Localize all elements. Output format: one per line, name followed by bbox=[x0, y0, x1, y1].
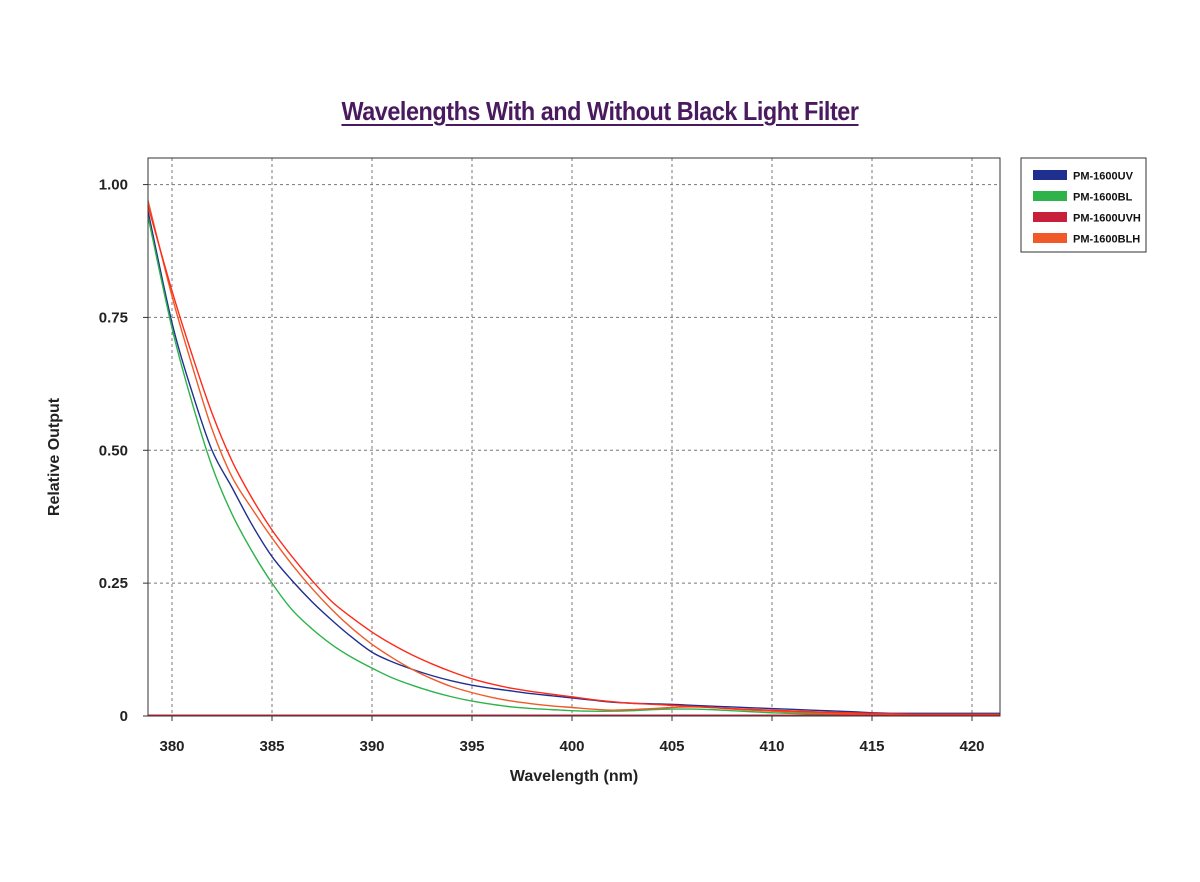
series-line-pm-1600bl bbox=[147, 216, 1000, 716]
series-line-pm-1600blh bbox=[147, 200, 1000, 716]
x-tick-label: 400 bbox=[559, 738, 584, 755]
legend-swatch bbox=[1033, 191, 1067, 201]
x-tick-labels: 380 385 390 395 400 405 410 415 420 bbox=[159, 738, 984, 755]
y-tick-label: 0.50 bbox=[99, 442, 128, 459]
x-tick-label: 380 bbox=[159, 738, 184, 755]
y-tick-label: 1.00 bbox=[99, 177, 128, 194]
x-tick-label: 385 bbox=[259, 738, 284, 755]
legend-label: PM-1600UV bbox=[1073, 171, 1134, 183]
x-tick-label: 420 bbox=[959, 738, 984, 755]
x-tick-label: 390 bbox=[359, 738, 384, 755]
series-lines bbox=[147, 200, 1000, 717]
series-line-pm-1600uv bbox=[147, 210, 1000, 715]
y-tick-label: 0 bbox=[120, 708, 128, 725]
legend: PM-1600UV PM-1600BL PM-1600UVH PM-1600BLH bbox=[1020, 157, 1147, 253]
legend-label: PM-1600BLH bbox=[1073, 234, 1140, 246]
legend-swatch bbox=[1033, 170, 1067, 180]
series-line-unnamed-4 bbox=[147, 205, 1000, 716]
y-tick-labels: 0 0.25 0.50 0.75 1.00 bbox=[99, 177, 128, 725]
legend-swatch bbox=[1033, 212, 1067, 222]
y-tick-label: 0.25 bbox=[99, 575, 128, 592]
x-axis-label: Wavelength (nm) bbox=[510, 768, 638, 785]
x-tick-label: 415 bbox=[859, 738, 884, 755]
legend-swatch bbox=[1033, 233, 1067, 243]
x-tick-label: 405 bbox=[659, 738, 684, 755]
plot-frame bbox=[147, 157, 1001, 717]
x-tick-label: 395 bbox=[459, 738, 484, 755]
gridlines bbox=[143, 158, 1000, 721]
legend-label: PM-1600UVH bbox=[1073, 213, 1141, 225]
y-axis-label: Relative Output bbox=[46, 397, 63, 516]
legend-label: PM-1600BL bbox=[1073, 192, 1133, 204]
y-tick-label: 0.75 bbox=[99, 309, 128, 326]
x-tick-label: 410 bbox=[759, 738, 784, 755]
chart-title: Wavelengths With and Without Black Light… bbox=[341, 96, 859, 126]
